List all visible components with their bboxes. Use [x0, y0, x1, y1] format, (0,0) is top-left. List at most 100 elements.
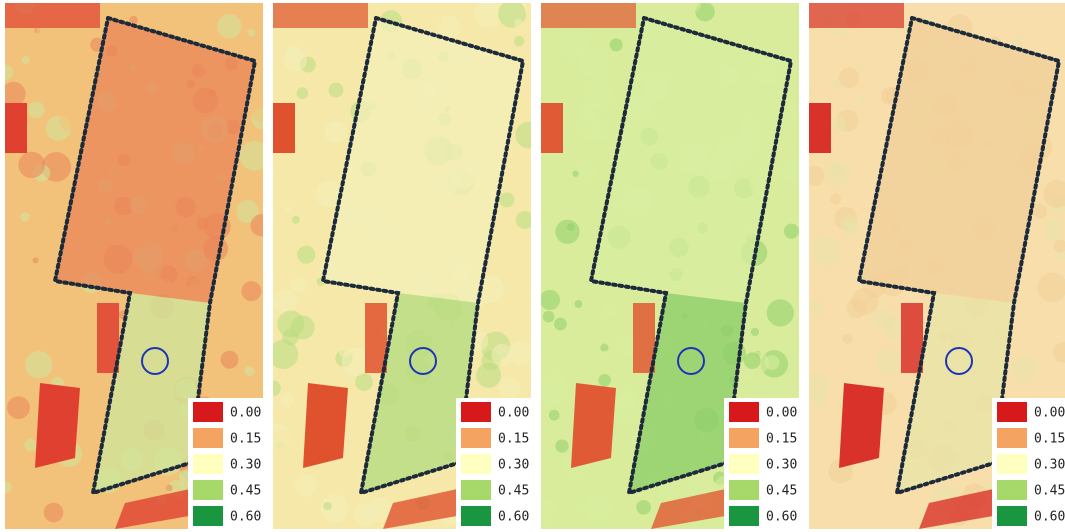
texture [1032, 204, 1047, 219]
texture [51, 352, 63, 364]
texture [24, 439, 37, 452]
texture [875, 350, 899, 374]
texture [28, 101, 44, 117]
top-strip [809, 3, 904, 28]
texture [554, 318, 567, 331]
legend-label: 0.15 [498, 432, 529, 447]
texture [600, 350, 610, 360]
legend-label: 0.15 [1034, 432, 1065, 447]
texture [277, 310, 304, 337]
texture [540, 290, 560, 310]
texture [329, 83, 344, 98]
texture [559, 29, 589, 59]
texture [324, 120, 347, 143]
texture [509, 342, 533, 366]
texture [43, 38, 56, 51]
texture [516, 211, 534, 229]
texture [774, 204, 785, 215]
texture [803, 403, 827, 427]
legend-swatch [461, 428, 491, 448]
texture [744, 352, 761, 369]
red-block [5, 103, 27, 153]
legend-label: 0.45 [230, 484, 261, 499]
legend-swatch [997, 506, 1027, 526]
texture [240, 141, 270, 171]
red-building [303, 383, 348, 468]
legend-label: 0.30 [1034, 458, 1065, 473]
legend-swatch [193, 506, 223, 526]
texture [785, 344, 802, 361]
red-block [809, 103, 831, 153]
texture [476, 363, 501, 388]
legend-swatch [729, 428, 759, 448]
texture [751, 328, 759, 336]
texture [240, 4, 264, 28]
texture [474, 0, 502, 28]
legend-label: 0.45 [766, 484, 797, 499]
texture [636, 500, 651, 515]
texture [287, 46, 303, 62]
texture [493, 24, 505, 36]
texture [598, 374, 611, 387]
red-building [839, 383, 884, 468]
texture [251, 100, 272, 121]
texture [530, 499, 555, 524]
texture [274, 295, 280, 301]
texture [20, 212, 30, 222]
texture [515, 122, 542, 149]
texture [59, 110, 80, 131]
texture [284, 206, 291, 213]
texture [808, 34, 830, 56]
texture [499, 192, 514, 207]
legend-label: 0.60 [1034, 510, 1065, 525]
texture [277, 226, 297, 246]
texture [265, 380, 281, 396]
texture [543, 311, 555, 323]
texture [7, 396, 30, 419]
texture [269, 340, 299, 370]
texture [831, 117, 846, 132]
texture [514, 36, 524, 46]
legend-label: 0.15 [766, 432, 797, 447]
texture [273, 289, 298, 314]
top-strip [5, 3, 100, 28]
texture [814, 393, 827, 406]
top-strip [541, 3, 636, 28]
legend-swatch [729, 454, 759, 474]
legend-swatch [193, 402, 223, 422]
legend-swatch [997, 480, 1027, 500]
texture [804, 166, 824, 186]
legend: 0.000.150.300.450.60 [724, 398, 799, 529]
legend-swatch [193, 454, 223, 474]
texture [767, 299, 794, 326]
legend-label: 0.00 [1034, 406, 1065, 421]
legend-swatch [729, 402, 759, 422]
texture [998, 27, 1004, 33]
texture [520, 247, 533, 260]
texture [290, 277, 306, 293]
texture [788, 103, 800, 115]
texture [842, 334, 852, 344]
texture [295, 475, 317, 497]
legend-label: 0.45 [1034, 484, 1065, 499]
texture [269, 274, 276, 281]
texture [858, 96, 865, 103]
texture [250, 214, 272, 236]
texture [192, 10, 205, 23]
legend-label: 0.00 [766, 406, 797, 421]
texture [227, 290, 241, 304]
legend-label: 0.00 [230, 406, 261, 421]
texture [1043, 220, 1063, 240]
legend: 0.000.150.300.450.60 [456, 398, 531, 529]
texture [830, 193, 841, 204]
legend-swatch [997, 428, 1027, 448]
texture [601, 301, 617, 317]
legend-swatch [461, 480, 491, 500]
texture [781, 192, 787, 198]
texture [574, 300, 582, 308]
legend-swatch [729, 506, 759, 526]
red-building [571, 383, 616, 468]
texture [297, 112, 312, 127]
texture [873, 308, 895, 330]
texture [784, 224, 799, 239]
